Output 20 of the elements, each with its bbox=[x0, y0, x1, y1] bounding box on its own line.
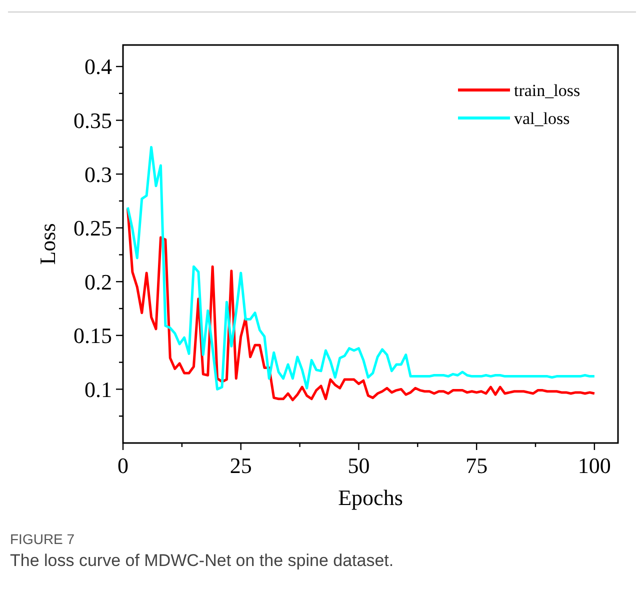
y-tick-label: 0.3 bbox=[84, 162, 112, 187]
y-tick-label: 0.2 bbox=[84, 269, 112, 294]
y-tick-label: 0.1 bbox=[84, 376, 112, 402]
text: The loss curve of MDWC-Net on the spine dataset. bbox=[10, 551, 394, 570]
caption: FIGURE 7 bbox=[10, 531, 75, 547]
x-axis-title: Epochs bbox=[338, 485, 403, 510]
line-series bbox=[126, 146, 596, 390]
legend-label: train_loss bbox=[514, 80, 580, 100]
x-tick-label: 75 bbox=[466, 453, 488, 478]
line-series bbox=[126, 207, 596, 402]
legend-label: val_loss bbox=[514, 108, 570, 128]
y-tick-label: 0.35 bbox=[74, 108, 112, 133]
y-tick-label: 0.15 bbox=[74, 323, 112, 348]
y-tick-label: 0.25 bbox=[74, 216, 112, 241]
y-tick-label: 0.4 bbox=[84, 54, 112, 80]
x-tick-label: 100 bbox=[578, 453, 611, 478]
y-axis-title: Loss bbox=[35, 223, 60, 265]
x-tick-label: 50 bbox=[348, 453, 370, 478]
x-tick-label: 0 bbox=[118, 453, 128, 478]
x-tick-label: 25 bbox=[230, 453, 252, 478]
